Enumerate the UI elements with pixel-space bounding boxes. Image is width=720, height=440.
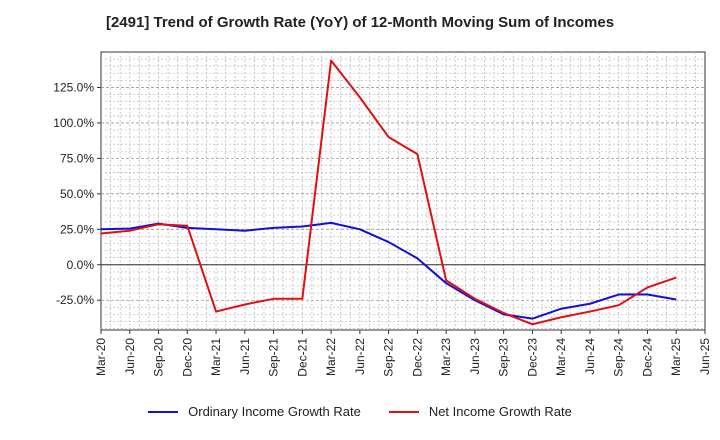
legend-swatch-ordinary xyxy=(148,410,179,413)
x-tick-label: Jun-25 xyxy=(698,338,712,375)
x-tick-label: Jun-23 xyxy=(468,338,482,375)
x-tick-label: Dec-21 xyxy=(295,338,309,377)
x-tick-label: Mar-21 xyxy=(209,338,223,376)
y-tick-label: 125.0% xyxy=(53,80,94,94)
x-tick-label: Mar-25 xyxy=(669,338,683,376)
legend: Ordinary Income Growth Rate Net Income G… xyxy=(0,404,720,419)
legend-item-net: Net Income Growth Rate xyxy=(388,404,572,419)
y-tick-label: 50.0% xyxy=(60,187,94,201)
series-line-net-income xyxy=(100,59,677,326)
y-tick-label: 75.0% xyxy=(60,151,94,165)
x-tick-label: Jun-22 xyxy=(353,338,367,375)
x-tick-label: Mar-23 xyxy=(439,338,453,376)
x-tick-label: Sep-24 xyxy=(612,338,626,377)
plot-area xyxy=(100,51,706,331)
x-tick-label: Sep-20 xyxy=(152,338,166,377)
x-tick-label: Sep-21 xyxy=(267,338,281,377)
series-line-ordinary-income xyxy=(100,221,677,320)
y-tick-label: 25.0% xyxy=(60,222,94,236)
x-tick-label: Jun-21 xyxy=(238,338,252,375)
x-tick-label: Mar-20 xyxy=(94,338,108,376)
x-tick-label: Sep-22 xyxy=(382,338,396,377)
chart-title: [2491] Trend of Growth Rate (YoY) of 12-… xyxy=(105,14,615,31)
y-tick-label: 0.0% xyxy=(67,258,95,272)
x-tick-label: Mar-22 xyxy=(324,338,338,376)
x-tick-label: Mar-24 xyxy=(554,338,568,376)
y-tick-label: 100.0% xyxy=(53,116,94,130)
legend-label-ordinary: Ordinary Income Growth Rate xyxy=(188,404,361,419)
x-tick-label: Dec-20 xyxy=(180,338,194,377)
y-tick-label: -25.0% xyxy=(56,293,94,307)
legend-item-ordinary: Ordinary Income Growth Rate xyxy=(148,404,361,419)
x-tick-label: Sep-23 xyxy=(497,338,511,377)
legend-label-net: Net Income Growth Rate xyxy=(428,404,572,419)
x-tick-label: Dec-23 xyxy=(525,338,539,377)
x-tick-label: Jun-24 xyxy=(583,338,597,375)
x-tick-label: Jun-20 xyxy=(123,338,137,375)
legend-swatch-net xyxy=(388,410,419,413)
x-tick-label: Dec-24 xyxy=(640,338,654,377)
x-tick-label: Dec-22 xyxy=(410,338,424,377)
